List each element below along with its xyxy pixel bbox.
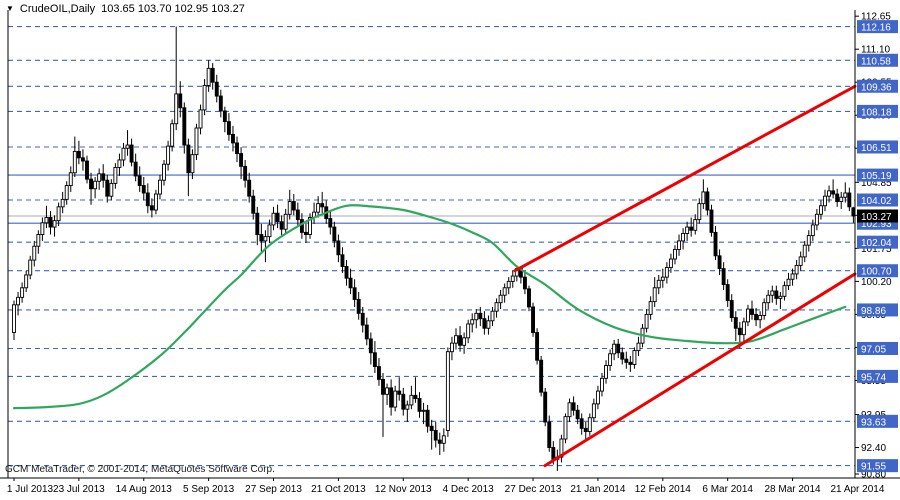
svg-text:12 Feb 2014: 12 Feb 2014: [635, 484, 692, 495]
svg-text:92.40: 92.40: [861, 443, 886, 454]
svg-text:14 Aug 2013: 14 Aug 2013: [116, 484, 173, 495]
trend-channel-lines[interactable]: [513, 84, 857, 468]
svg-text:12 Nov 2013: 12 Nov 2013: [375, 484, 432, 495]
svg-text:100.20: 100.20: [861, 277, 892, 288]
svg-text:28 Mar 2014: 28 Mar 2014: [764, 484, 821, 495]
svg-text:93.63: 93.63: [861, 417, 886, 428]
svg-text:27 Dec 2013: 27 Dec 2013: [505, 484, 562, 495]
collapse-arrow-icon[interactable]: ▼: [6, 4, 14, 13]
svg-text:4 Dec 2013: 4 Dec 2013: [443, 484, 495, 495]
svg-text:110.58: 110.58: [861, 56, 891, 67]
svg-text:27 Sep 2013: 27 Sep 2013: [245, 484, 302, 495]
moving-average-line: [12, 204, 847, 410]
svg-text:21 Oct 2013: 21 Oct 2013: [311, 484, 366, 495]
chart-title-bar: ▼ CrudeOIL,Daily 103.65 103.70 102.95 10…: [6, 3, 245, 15]
svg-text:6 Mar 2014: 6 Mar 2014: [702, 484, 753, 495]
svg-text:23 Jul 2013: 23 Jul 2013: [53, 484, 105, 495]
svg-text:21 Jan 2014: 21 Jan 2014: [570, 484, 625, 495]
svg-text:90.80: 90.80: [861, 470, 886, 481]
svg-text:112.16: 112.16: [861, 23, 891, 34]
svg-text:102.93: 102.93: [861, 219, 892, 230]
candlesticks: [12, 26, 856, 471]
chart-frame: [0, 10, 900, 479]
svg-text:97.05: 97.05: [861, 344, 886, 355]
svg-text:101.75: 101.75: [861, 244, 892, 255]
svg-text:109.36: 109.36: [861, 82, 892, 93]
ohlc-quote-label: 103.65 103.70 102.95 103.27: [101, 3, 245, 15]
svg-text:103.27: 103.27: [861, 212, 892, 223]
svg-text:21 Apr 2014: 21 Apr 2014: [830, 484, 884, 495]
time-axis[interactable]: 1 Jul 2013 23 Jul 2013 14 Aug 2013 5 Sep 20…: [7, 478, 885, 495]
svg-text:104.02: 104.02: [861, 196, 892, 207]
price-axis[interactable]: 112.65111.10109.55108.00106.45104.85103.…: [855, 12, 898, 481]
svg-text:111.10: 111.10: [861, 45, 891, 56]
svg-text:105.19: 105.19: [861, 171, 892, 182]
svg-text:1 Jul 2013: 1 Jul 2013: [7, 484, 54, 495]
svg-text:5 Sep 2013: 5 Sep 2013: [183, 484, 235, 495]
copyright-label: GCM MetaTrader, © 2001-2014, MetaQuotes …: [5, 464, 275, 475]
svg-text:91.55: 91.55: [861, 462, 886, 473]
svg-text:100.70: 100.70: [861, 267, 892, 278]
svg-text:112.65: 112.65: [861, 12, 891, 23]
svg-text:106.51: 106.51: [861, 143, 892, 154]
svg-text:98.86: 98.86: [861, 306, 886, 317]
svg-text:104.85: 104.85: [861, 178, 892, 189]
horizontal-price-levels: [8, 26, 855, 467]
symbol-period-label: CrudeOIL,Daily: [19, 3, 96, 15]
svg-text:95.74: 95.74: [861, 372, 886, 383]
svg-text:102.04: 102.04: [861, 238, 892, 249]
svg-text:108.18: 108.18: [861, 107, 892, 118]
